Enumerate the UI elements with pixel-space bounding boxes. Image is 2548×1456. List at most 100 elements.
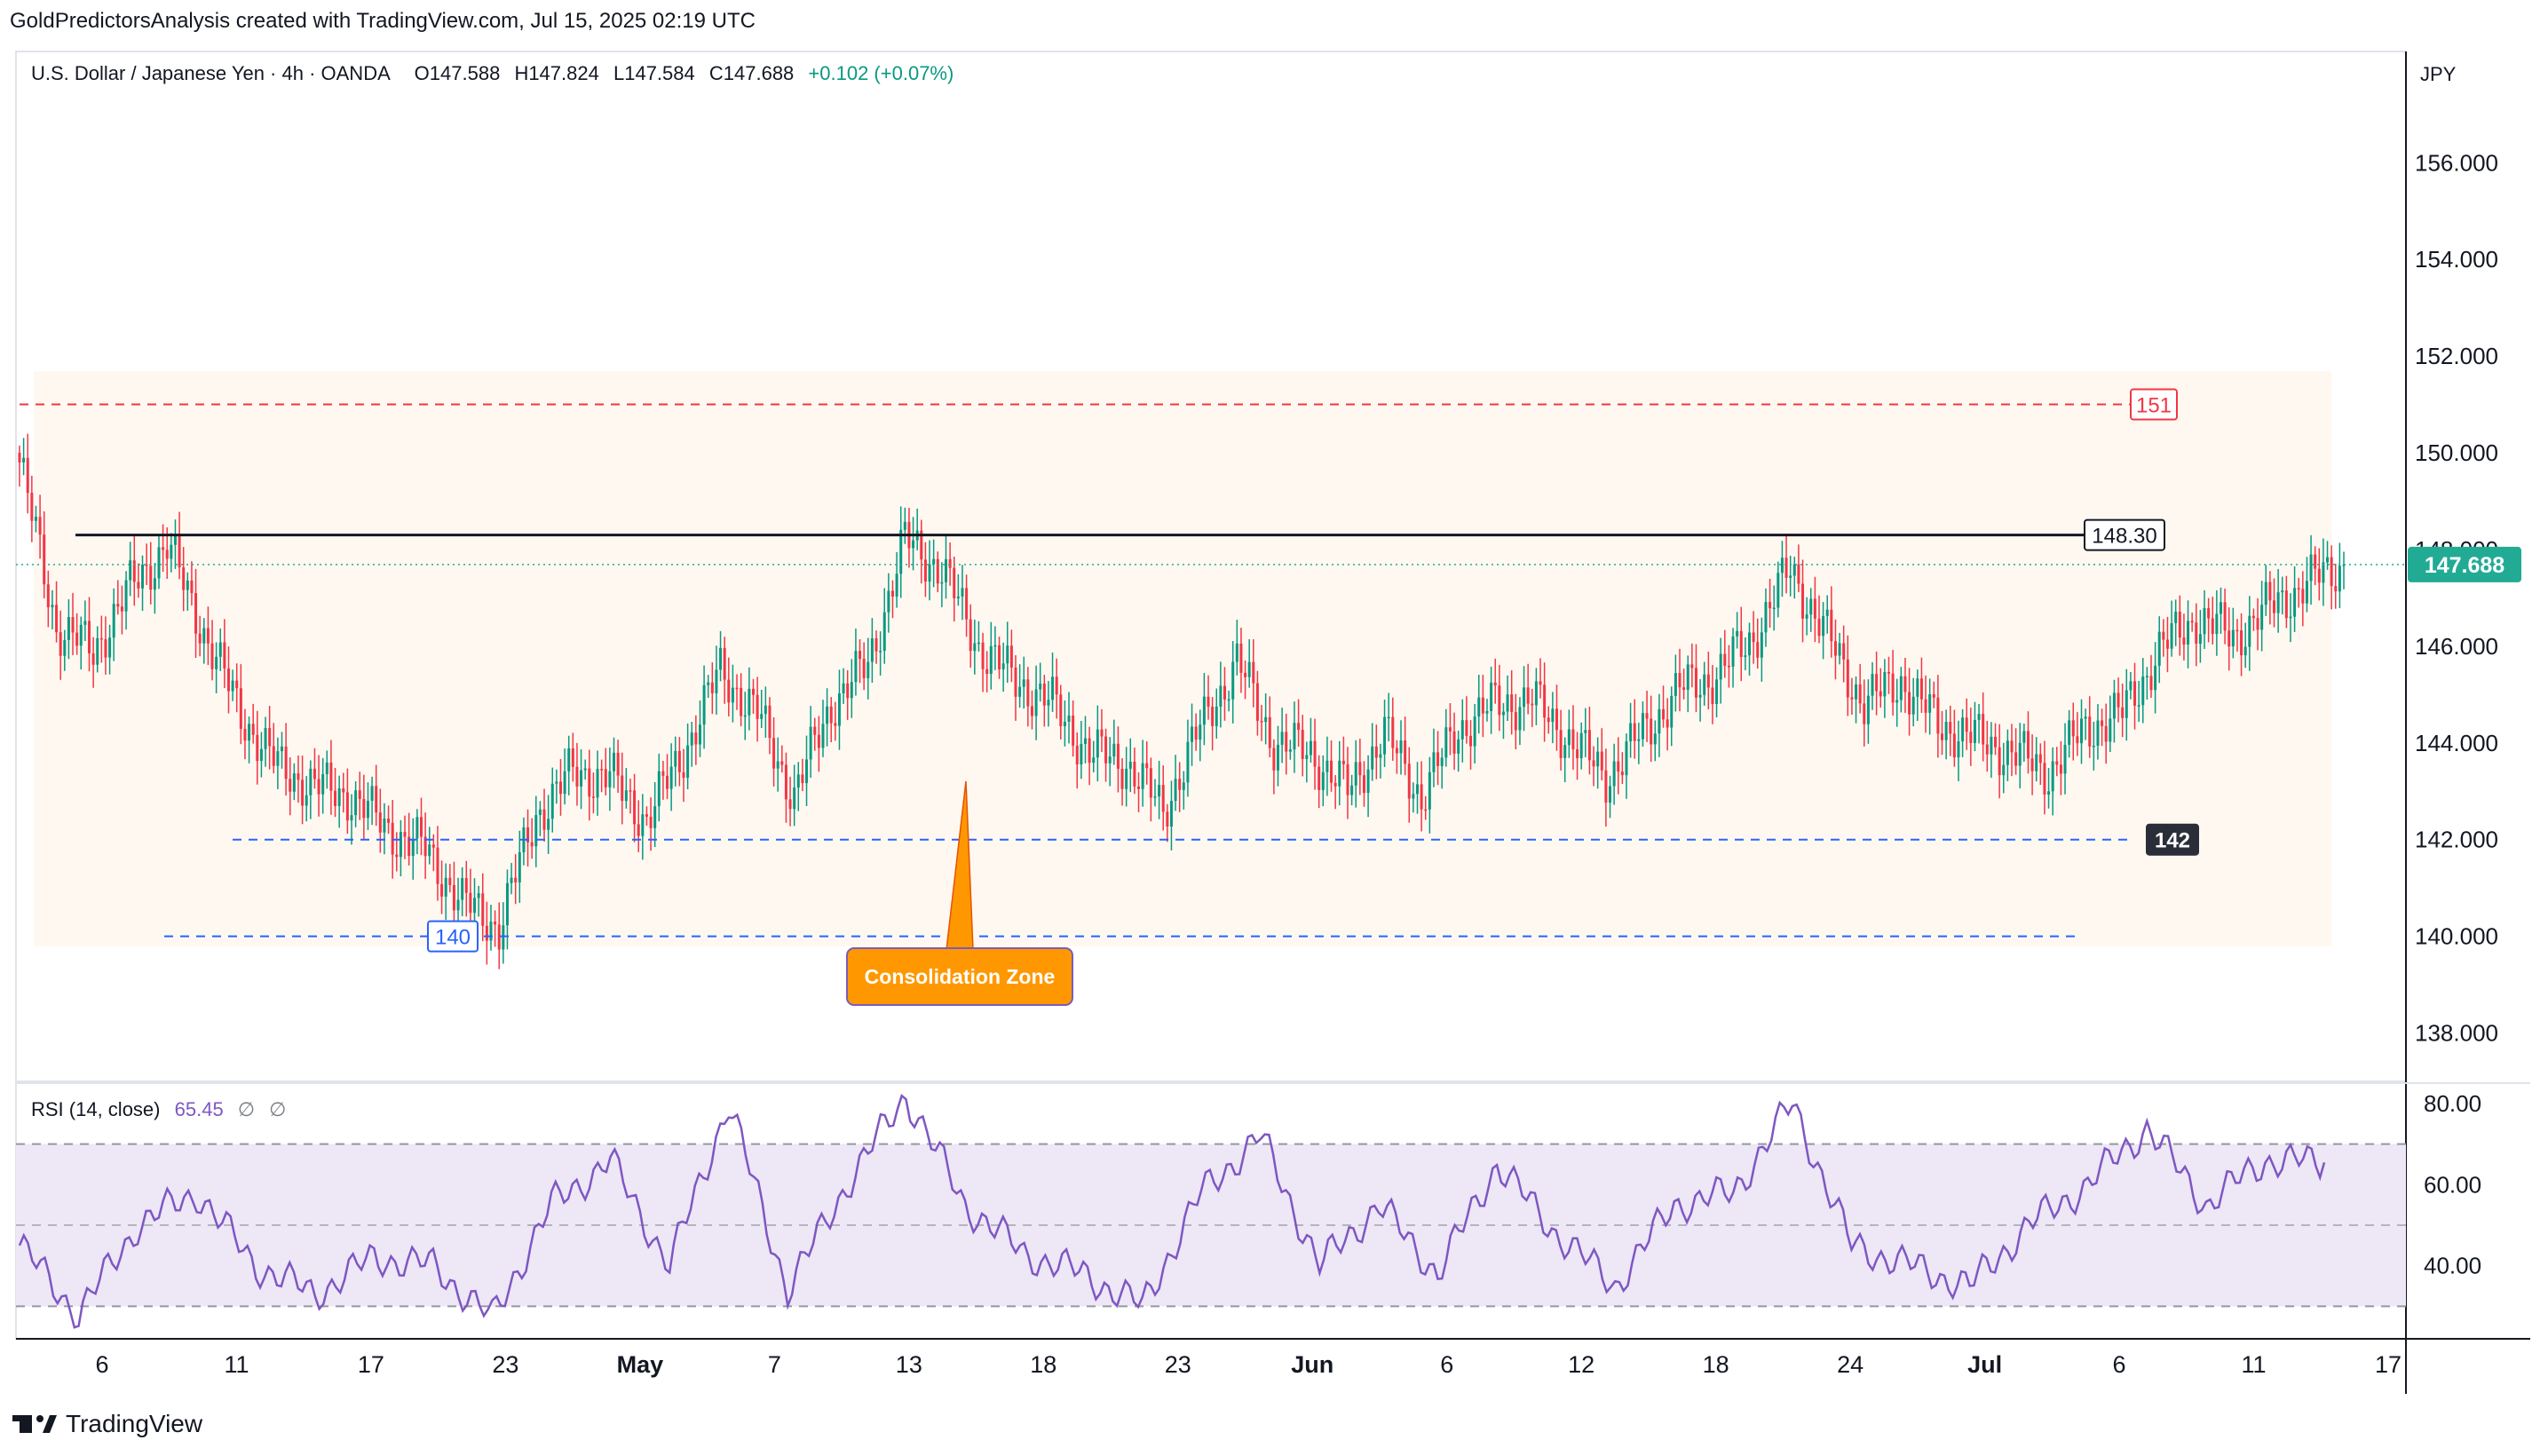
candle-body xyxy=(874,637,878,652)
candle-body xyxy=(912,540,915,549)
candle-body xyxy=(251,724,255,735)
candle-body xyxy=(1916,678,1919,697)
price-tick-label: 146.000 xyxy=(2415,633,2498,660)
candle-body xyxy=(890,590,894,597)
candle-body xyxy=(682,772,685,779)
candle-body xyxy=(1858,684,1862,704)
candle-body xyxy=(1506,694,1509,712)
candle-body xyxy=(456,899,460,911)
rsi-na-1: ∅ xyxy=(237,1098,255,1120)
candle-body xyxy=(542,809,546,830)
candle-body xyxy=(1313,740,1317,767)
candle-body xyxy=(129,560,132,581)
candle-body xyxy=(248,724,251,741)
candle-body xyxy=(2301,589,2305,604)
candle-body xyxy=(1088,738,1091,764)
symbol-legend[interactable]: U.S. Dollar / Japanese Yen · 4h · OANDA … xyxy=(31,62,954,85)
candle-body xyxy=(403,832,407,837)
candle-body xyxy=(948,558,952,568)
candle-body xyxy=(575,766,579,787)
candle-body xyxy=(1633,723,1636,741)
candle-body xyxy=(2079,718,2083,744)
candle-body xyxy=(1247,661,1251,677)
last-price-label: 147.688 xyxy=(2425,553,2504,578)
candle-body xyxy=(657,771,661,807)
candle-body xyxy=(1202,696,1206,725)
candle-body xyxy=(1863,703,1866,724)
rsi-legend[interactable]: RSI (14, close) 65.45 ∅ ∅ xyxy=(31,1098,286,1121)
consolidation-callout[interactable]: Consolidation Zone xyxy=(846,780,1073,1006)
candle-body xyxy=(2125,690,2128,718)
candle-body xyxy=(2092,745,2095,748)
candle-body xyxy=(1009,645,1013,668)
candle-body xyxy=(1645,713,1649,719)
candle-body xyxy=(2293,588,2297,617)
candle-body xyxy=(2096,720,2100,746)
candle-body xyxy=(1096,729,1099,758)
candle-body xyxy=(1227,699,1230,701)
candle-body xyxy=(83,621,87,625)
candle-body xyxy=(2305,581,2308,604)
candle-body xyxy=(2264,582,2267,605)
tradingview-logo[interactable]: TradingView xyxy=(62,1410,202,1438)
candle-body xyxy=(784,764,787,800)
rsi-axis[interactable]: 80.00 60.00 40.00 xyxy=(2424,1090,2481,1279)
candle-body xyxy=(259,748,263,762)
candle-body xyxy=(928,564,931,582)
candle-body xyxy=(1018,686,1022,697)
candle-body xyxy=(1534,681,1538,706)
candle-body xyxy=(317,779,320,795)
candle-body xyxy=(1919,678,1923,700)
candle-body xyxy=(1842,643,1846,660)
candle-body xyxy=(325,762,328,775)
candle-body xyxy=(235,680,239,689)
candle-body xyxy=(1448,727,1452,732)
candle-body xyxy=(1341,760,1345,764)
candle-body xyxy=(1239,643,1243,673)
candle-body xyxy=(1255,683,1259,721)
price-axis[interactable]: 156.000154.000152.000150.000148.000146.0… xyxy=(2415,149,2498,1046)
candle-body xyxy=(182,567,186,590)
candle-body xyxy=(2243,646,2247,656)
symbol-name[interactable]: U.S. Dollar / Japanese Yen · 4h · OANDA xyxy=(31,62,390,84)
candle-body xyxy=(1440,757,1444,766)
candle-body xyxy=(1128,762,1132,769)
currency-label[interactable]: JPY xyxy=(2420,63,2457,85)
candle-body xyxy=(1395,748,1398,754)
candle-body xyxy=(591,796,595,798)
candle-body xyxy=(1309,740,1312,756)
candle-body xyxy=(1682,687,1686,690)
candle-body xyxy=(1047,700,1050,706)
candle-body xyxy=(899,529,903,574)
candle-body xyxy=(1990,736,1993,755)
candle-body xyxy=(2281,590,2284,593)
candle-body xyxy=(120,606,123,612)
candle-body xyxy=(1809,598,1813,615)
candle-body xyxy=(965,588,969,620)
rsi-label[interactable]: RSI (14, close) xyxy=(31,1098,161,1120)
price-tick-label: 144.000 xyxy=(2415,730,2498,756)
candle-body xyxy=(43,534,46,585)
candle-body xyxy=(518,851,521,882)
time-tick-label: 23 xyxy=(1165,1351,1191,1378)
rsi-line xyxy=(18,1094,2326,1329)
candle-body xyxy=(563,771,566,795)
candle-body xyxy=(1985,744,1989,755)
candle-body xyxy=(415,817,419,839)
candle-body xyxy=(2322,562,2325,583)
candle-body xyxy=(149,566,153,590)
candle-body xyxy=(1584,730,1587,733)
time-axis[interactable]: 6 11 17 23 May 7 13 18 23 Jun 6 12 18 24 Jul 6 11 17 xyxy=(95,1351,2402,1378)
candle-body xyxy=(2051,761,2054,792)
candle-body xyxy=(1825,609,1829,616)
candle-body xyxy=(2121,707,2125,718)
candle-body xyxy=(1739,630,1743,657)
candle-body xyxy=(1973,719,1976,743)
ohlc-high: H147.824 xyxy=(514,62,599,84)
candle-body xyxy=(137,582,140,589)
price-tick-label: 142.000 xyxy=(2415,827,2498,853)
price-tick-label: 138.000 xyxy=(2415,1020,2498,1047)
candle-body xyxy=(698,724,701,745)
candle-body xyxy=(1899,676,1903,700)
